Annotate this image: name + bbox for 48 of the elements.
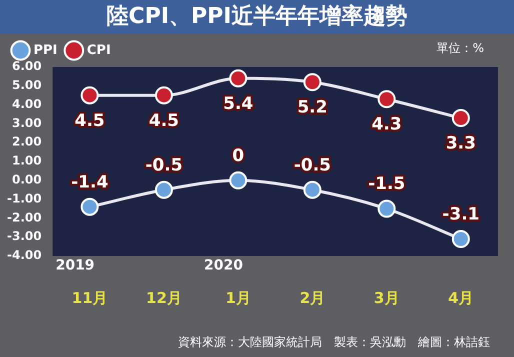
legend-label: PPI (34, 42, 58, 58)
x-tick-label: 11月 (72, 288, 108, 307)
data-label: 4.5 (74, 110, 105, 131)
data-label: -0.5 (145, 155, 183, 176)
point (303, 180, 322, 199)
data-label: 5.2 (297, 98, 328, 118)
point (303, 73, 322, 92)
data-label: -3.1 (442, 204, 480, 224)
point (80, 198, 99, 216)
y-tick-label: 6.00 (12, 59, 42, 74)
x-tick-label: 3月 (374, 288, 400, 307)
data-label: 0 (232, 146, 244, 166)
point (154, 86, 173, 104)
data-label: -1.5 (368, 174, 406, 194)
y-tick-label: -4.00 (6, 248, 42, 262)
y-tick-label: -2.00 (6, 210, 42, 224)
point (80, 86, 99, 104)
x-tick-label: 1月 (225, 288, 251, 307)
text: 2019 (56, 258, 95, 274)
x-tick-label: 4月 (448, 288, 474, 307)
legend-label: CPI (86, 42, 111, 58)
data-label: 4.3 (372, 114, 402, 135)
text: 單位：% (436, 40, 484, 57)
y-tick-label: 5.00 (12, 78, 42, 92)
y-tick-label: -1.00 (6, 191, 42, 206)
data-label: 3.3 (446, 133, 476, 154)
source-note: 資料來源：大陸國家統計局 製表：吳泓勳 繪圖：林詰鈺 (177, 334, 491, 351)
point (452, 230, 470, 248)
x-tick-label: 2月 (300, 288, 326, 307)
y-tick-label: 2.00 (12, 134, 42, 149)
chart-title: 陸CPI、PPI近半年年增率趨勢 (0, 0, 514, 34)
data-label: -0.5 (294, 155, 331, 176)
point (452, 109, 470, 128)
y-tick-label: 1.00 (12, 154, 42, 168)
point (229, 171, 248, 190)
data-label: 4.5 (148, 110, 180, 131)
point (154, 180, 173, 199)
data-label: -1.4 (71, 172, 108, 192)
y-tick-label: 0.00 (12, 172, 42, 187)
point (378, 200, 396, 218)
y-tick-label: -3.00 (6, 229, 42, 244)
point (378, 90, 396, 108)
y-tick-label: 4.00 (12, 96, 42, 111)
text: 2020 (204, 258, 244, 274)
y-tick-label: 3.00 (12, 116, 42, 130)
x-tick-label: 12月 (146, 288, 182, 307)
point (229, 69, 248, 88)
data-label: 5.4 (223, 94, 254, 114)
